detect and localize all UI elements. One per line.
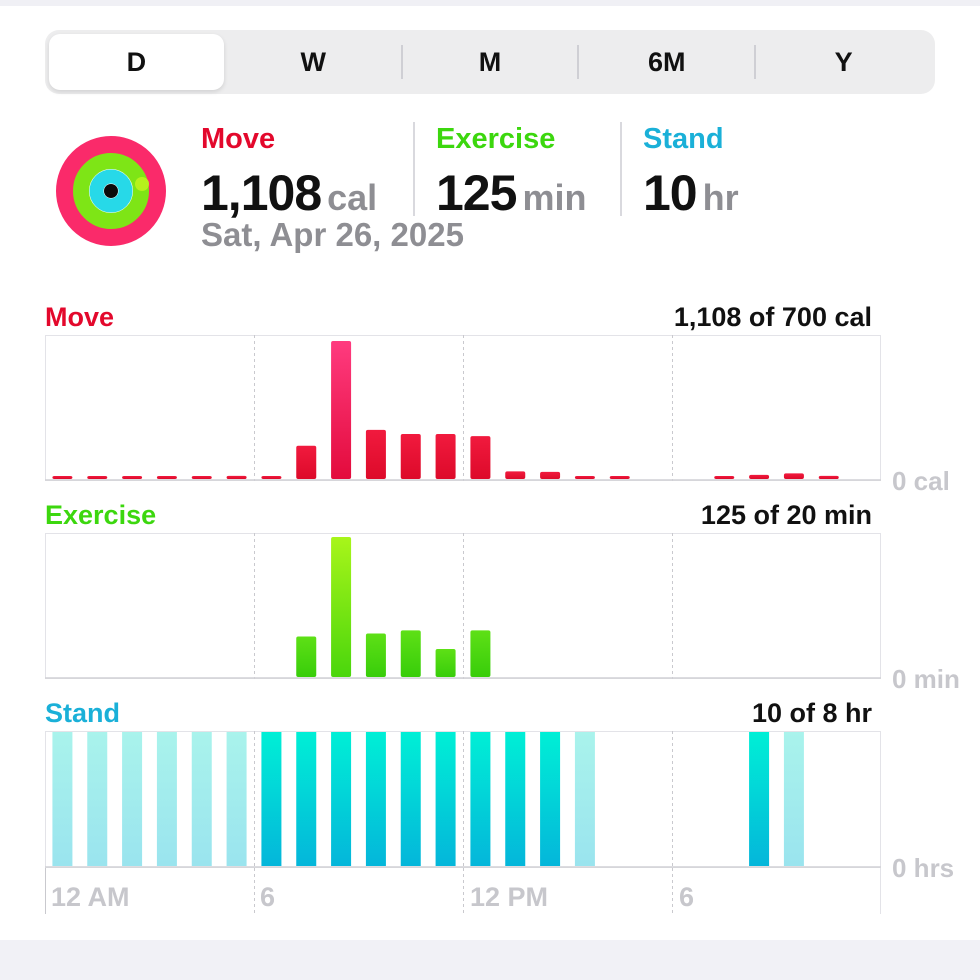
stand-bar-hour-9 <box>365 732 386 866</box>
summary-move-label: Move <box>201 123 276 155</box>
segment-day[interactable]: D <box>49 34 224 90</box>
move-bar-hour-9 <box>365 429 386 479</box>
exercise-chart-title: Exercise <box>45 500 157 530</box>
exercise-chart-svg <box>45 533 881 679</box>
summary-exercise-value: 125 <box>436 165 517 221</box>
x-axis <box>45 868 881 914</box>
move-bar-hour-10 <box>400 434 421 479</box>
move-bar-hour-4 <box>191 476 212 479</box>
move-bar-hour-5 <box>226 475 247 479</box>
bottom-strip <box>0 940 980 980</box>
move-bar-hour-0 <box>52 476 73 479</box>
stand-bar-hour-20 <box>749 732 770 866</box>
summary-stand: Stand 10 hr <box>643 122 739 222</box>
stand-bar-hour-0 <box>52 732 73 866</box>
move-bar-hour-20 <box>749 474 770 479</box>
x-axis-label-6pm: 6 <box>679 882 695 912</box>
stand-bar-hour-21 <box>783 732 804 866</box>
move-bar-hour-12 <box>470 436 491 479</box>
summary-exercise: Exercise 125 min <box>436 122 586 222</box>
stand-bar-hour-7 <box>296 732 317 866</box>
exercise-bar-hour-9 <box>365 633 386 677</box>
stand-bar-hour-15 <box>574 732 595 866</box>
segment-divider <box>754 45 757 79</box>
x-axis-label-12pm: 12 PM <box>470 882 549 912</box>
x-axis-label-12am: 12 AM <box>51 882 130 912</box>
segment-six-month[interactable]: 6M <box>648 46 686 77</box>
period-segmented-control[interactable]: D W M 6M Y <box>45 30 935 94</box>
segment-month[interactable]: M <box>478 46 502 77</box>
exercise-bar-hour-7 <box>296 636 317 677</box>
move-chart <box>45 335 881 481</box>
move-bar-hour-13 <box>505 471 526 479</box>
top-strip <box>0 0 980 6</box>
stand-bar-hour-6 <box>261 732 282 866</box>
stand-bar-hour-4 <box>191 732 212 866</box>
stand-chart-title: Stand <box>45 698 121 728</box>
move-bar-hour-3 <box>156 476 177 479</box>
stand-bar-hour-5 <box>226 732 247 866</box>
stand-bar-hour-12 <box>470 732 491 866</box>
exercise-zero-label: 0 min <box>892 664 960 694</box>
summary-stand-value: 10 <box>643 165 698 221</box>
summary-move: Move 1,108 cal <box>201 122 377 222</box>
stand-chart-svg <box>45 731 881 868</box>
stand-bar-hour-11 <box>435 732 456 866</box>
summary-date: Sat, Apr 26, 2025 <box>201 216 464 253</box>
exercise-chart-total: 125 of 20 min <box>700 500 872 530</box>
stand-bar-hour-8 <box>331 732 352 866</box>
move-chart-title: Move <box>45 302 115 332</box>
exercise-bar-hour-12 <box>470 630 491 677</box>
move-bar-hour-21 <box>783 473 804 479</box>
summary-move-unit: cal <box>327 177 378 218</box>
stand-zero-label: 0 hrs <box>892 853 955 883</box>
exercise-bar-hour-11 <box>435 649 456 677</box>
move-bar-hour-11 <box>435 434 456 479</box>
move-bar-hour-6 <box>261 476 282 479</box>
move-bar-hour-1 <box>87 476 108 479</box>
summary-exercise-unit: min <box>522 177 587 218</box>
segment-year[interactable]: Y <box>834 46 853 77</box>
stand-chart-total: 10 of 8 hr <box>751 698 872 728</box>
stand-bar-hour-3 <box>156 732 177 866</box>
stand-bar-hour-2 <box>122 732 143 866</box>
move-bar-hour-16 <box>609 476 630 479</box>
stand-bar-hour-13 <box>505 732 526 866</box>
move-bar-hour-2 <box>122 476 143 479</box>
summary-divider <box>620 122 622 216</box>
x-axis-svg <box>45 868 881 914</box>
move-chart-svg <box>45 335 881 481</box>
activity-rings-icon <box>56 136 166 246</box>
exercise-bar-hour-10 <box>400 630 421 677</box>
summary-exercise-label: Exercise <box>436 123 556 155</box>
move-chart-total: 1,108 of 700 cal <box>673 302 872 332</box>
move-bar-hour-14 <box>540 471 561 479</box>
summary-stand-label: Stand <box>643 123 724 155</box>
move-bar-hour-7 <box>296 445 317 479</box>
segment-divider <box>577 45 580 79</box>
exercise-chart <box>45 533 881 679</box>
move-bar-hour-22 <box>818 475 839 479</box>
exercise-bar-hour-8 <box>331 537 352 677</box>
stand-bar-hour-1 <box>87 732 108 866</box>
summary-stand-unit: hr <box>702 177 739 218</box>
move-bar-hour-8 <box>331 341 352 479</box>
move-bar-hour-15 <box>574 476 595 479</box>
move-zero-label: 0 cal <box>892 466 950 496</box>
summary-divider <box>413 122 415 216</box>
stand-bar-hour-14 <box>540 732 561 866</box>
segment-week[interactable]: W <box>300 46 326 77</box>
x-axis-label-6am: 6 <box>260 882 276 912</box>
stand-bar-hour-10 <box>400 732 421 866</box>
segment-divider <box>400 45 403 79</box>
stand-chart <box>45 731 881 868</box>
move-bar-hour-19 <box>714 476 735 479</box>
summary-move-value: 1,108 <box>201 165 322 221</box>
